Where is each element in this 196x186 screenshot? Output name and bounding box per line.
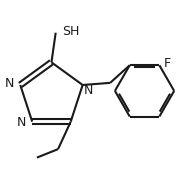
Text: N: N [17, 116, 26, 129]
Text: N: N [84, 84, 93, 97]
Text: SH: SH [62, 25, 79, 38]
Text: F: F [164, 57, 171, 70]
Text: N: N [5, 77, 14, 90]
